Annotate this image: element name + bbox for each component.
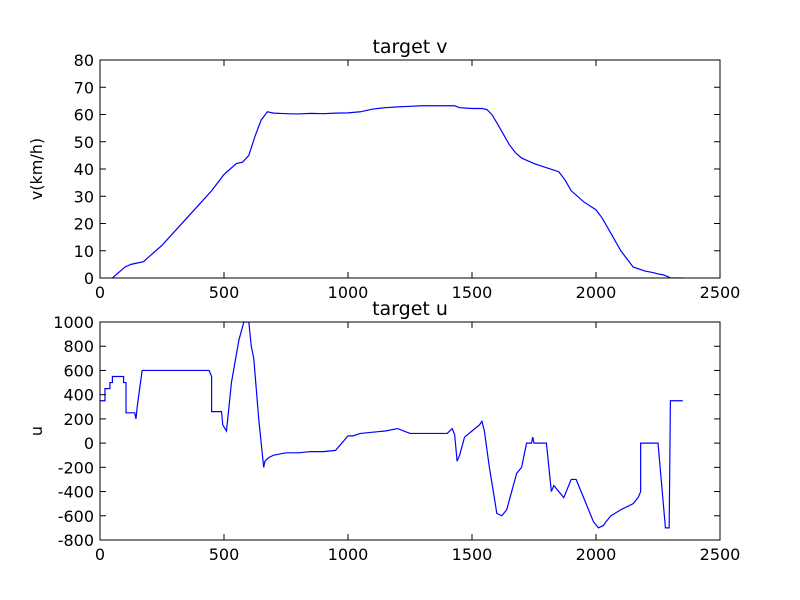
y-tick-label: -200 — [58, 458, 94, 477]
y-axis-label: u — [27, 426, 46, 436]
y-tick-label: -600 — [58, 507, 94, 526]
y-tick-label: 40 — [74, 160, 94, 179]
y-tick-label: 20 — [74, 215, 94, 234]
x-tick-label: 2000 — [576, 545, 617, 564]
x-tick-label: 2000 — [576, 283, 617, 302]
x-tick-label: 1500 — [452, 283, 493, 302]
y-tick-label: 400 — [63, 386, 94, 405]
x-tick-label: 0 — [95, 545, 105, 564]
y-tick-label: -800 — [58, 531, 94, 550]
series-line-0 — [112, 105, 683, 278]
x-tick-label: 2500 — [700, 545, 741, 564]
y-tick-label: -400 — [58, 483, 94, 502]
y-tick-label: 60 — [74, 106, 94, 125]
x-tick-label: 500 — [209, 283, 240, 302]
y-tick-label: 50 — [74, 133, 94, 152]
control-chart: 0 500 1000 1500 2000 2500 -800 -600 -400 -200 0 200… — [27, 298, 740, 564]
x-tick-label: 1000 — [328, 545, 369, 564]
chart-title: target v — [372, 36, 447, 58]
x-tick-label: 1000 — [328, 283, 369, 302]
axes-frame — [99, 59, 721, 279]
axes-frame — [99, 321, 721, 541]
y-tick-label: 30 — [74, 187, 94, 206]
y-tick-label: 0 — [84, 434, 94, 453]
x-tick-label: 0 — [95, 283, 105, 302]
series-line-0 — [100, 322, 683, 529]
x-tick-label: 1500 — [452, 545, 493, 564]
y-tick-label: 80 — [74, 51, 94, 70]
y-tick-label: 200 — [63, 410, 94, 429]
y-tick-label: 800 — [63, 337, 94, 356]
y-tick-label: 10 — [74, 242, 94, 261]
x-tick-label: 2500 — [700, 283, 741, 302]
y-tick-label: 0 — [84, 269, 94, 288]
y-tick-label: 70 — [74, 78, 94, 97]
velocity-chart: 0 500 1000 1500 2000 2500 0 10 20 30 40 50 60 70 80 tar… — [27, 36, 740, 302]
y-tick-label: 600 — [63, 361, 94, 380]
x-tick-label: 500 — [209, 545, 240, 564]
y-tick-label: 1000 — [53, 313, 94, 332]
y-axis-label: v(km/h) — [27, 138, 46, 200]
chart-title: target u — [372, 298, 448, 320]
